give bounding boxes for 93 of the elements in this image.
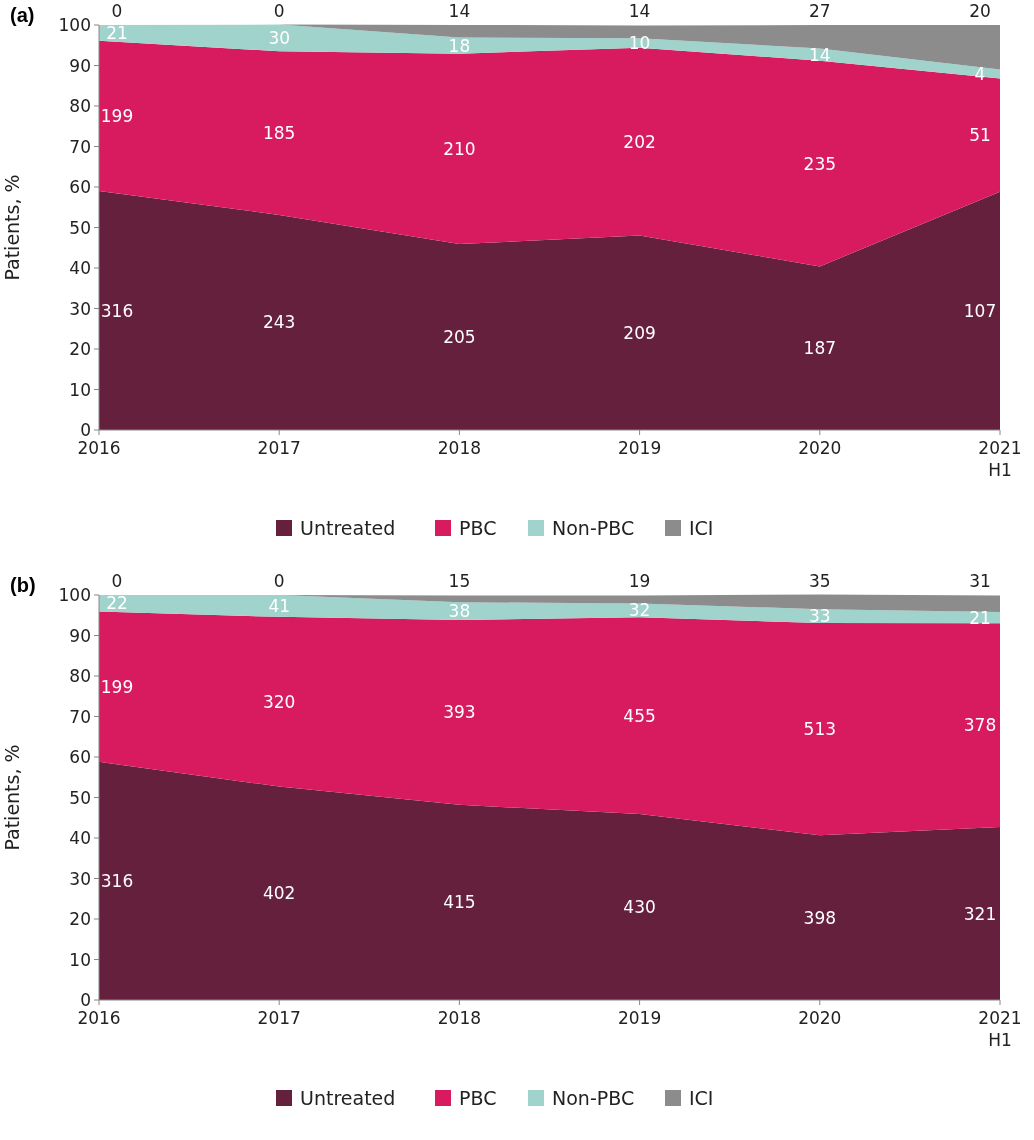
legend-label: Non-PBC (552, 517, 635, 539)
y-tick-label: 70 (69, 706, 91, 727)
annotation: 51 (969, 125, 991, 146)
annotation: 107 (963, 300, 997, 321)
x-tick-label: 2019 (617, 438, 662, 458)
annotation: 33 (808, 606, 831, 627)
chart-title: (b) (10, 574, 36, 596)
y-tick-label: 10 (69, 379, 91, 400)
legend-label: ICI (689, 1087, 714, 1109)
annotation: 235 (803, 153, 837, 174)
annotation: 199 (100, 105, 134, 126)
y-axis-title: Patients, % (1, 744, 23, 851)
text: 0 (111, 1, 123, 21)
text: 35 (808, 571, 831, 591)
annotation: 513 (803, 719, 837, 740)
legend-label: Non-PBC (552, 1087, 635, 1109)
x-tick-label: 2020 (798, 1008, 842, 1028)
text: 27 (808, 1, 831, 21)
legend-label: Untreated (300, 1087, 396, 1109)
annotation: 320 (262, 691, 296, 712)
annotation: 398 (803, 907, 837, 928)
y-tick-label: 80 (69, 666, 91, 686)
y-tick-label: 0 (80, 420, 91, 440)
annotation: 205 (443, 327, 476, 348)
annotation: 14 (808, 44, 831, 65)
x-tick-label: 2018 (437, 438, 482, 458)
annotation: 38 (448, 601, 471, 622)
y-tick-label: 20 (69, 909, 91, 929)
x-tick-label: 2016 (77, 1008, 121, 1028)
annotation: 316 (100, 870, 134, 891)
text: 14 (628, 1, 651, 21)
y-tick-label: 30 (69, 298, 91, 319)
legend-label: Untreated (300, 517, 396, 539)
y-tick-label: 0 (80, 990, 91, 1010)
text: 0 (273, 1, 285, 21)
y-tick-label: 20 (69, 339, 91, 359)
annotation: 41 (268, 595, 291, 616)
x-tick-label: 2021 H1 (978, 438, 1022, 480)
text: 20 (969, 1, 991, 21)
y-tick-label: 50 (69, 217, 91, 238)
x-tick-label: 2019 (617, 1008, 662, 1028)
x-tick-label: 2017 (257, 1008, 301, 1028)
y-tick-label: 40 (69, 258, 91, 278)
y-tick-label: 100 (58, 585, 91, 605)
y-tick-label: 80 (69, 96, 91, 116)
annotation: 30 (268, 27, 291, 48)
annotation: 22 (106, 593, 128, 614)
text: 15 (448, 571, 471, 591)
annotation: 18 (448, 35, 471, 56)
y-tick-label: 60 (69, 747, 91, 767)
y-tick-label: 90 (69, 55, 91, 76)
text: 31 (969, 571, 991, 591)
y-tick-label: 70 (69, 136, 91, 157)
annotation: 455 (623, 705, 656, 726)
y-tick-label: 100 (58, 15, 91, 35)
annotation: 32 (628, 600, 651, 621)
text: 0 (273, 571, 285, 591)
y-tick-label: 90 (69, 625, 91, 646)
x-tick-label: 2018 (437, 1008, 482, 1028)
annotation: 209 (623, 322, 656, 343)
annotation: 210 (443, 138, 476, 159)
annotation: 316 (100, 300, 134, 321)
legend-label: PBC (459, 1087, 497, 1109)
x-tick-label: 2016 (77, 438, 121, 458)
text: 14 (448, 1, 471, 21)
annotation: 187 (803, 338, 837, 359)
annotation: 415 (443, 892, 476, 913)
y-tick-label: 10 (69, 949, 91, 970)
y-tick-label: 60 (69, 177, 91, 197)
annotation: 21 (106, 22, 128, 43)
y-axis-title: Patients, % (1, 174, 23, 281)
y-tick-label: 50 (69, 787, 91, 808)
annotation: 402 (262, 883, 296, 904)
annotation: 21 (969, 607, 991, 628)
x-tick-label: 2020 (798, 438, 842, 458)
x-tick-label: 2021 H1 (978, 1008, 1022, 1050)
annotation: 378 (963, 715, 997, 736)
y-tick-label: 30 (69, 868, 91, 889)
annotation: 199 (100, 676, 134, 697)
text: 0 (111, 571, 123, 591)
text: 19 (628, 571, 651, 591)
legend-label: PBC (459, 517, 497, 539)
annotation: 321 (963, 903, 997, 924)
annotation: 202 (623, 131, 656, 152)
chart-title: (a) (10, 4, 35, 26)
annotation: 430 (623, 897, 656, 918)
annotation: 243 (262, 312, 296, 333)
annotation: 185 (262, 123, 296, 144)
legend-label: ICI (689, 517, 714, 539)
annotation: 10 (628, 33, 651, 54)
x-tick-label: 2017 (257, 438, 301, 458)
y-tick-label: 40 (69, 828, 91, 848)
annotation: 393 (443, 702, 476, 723)
